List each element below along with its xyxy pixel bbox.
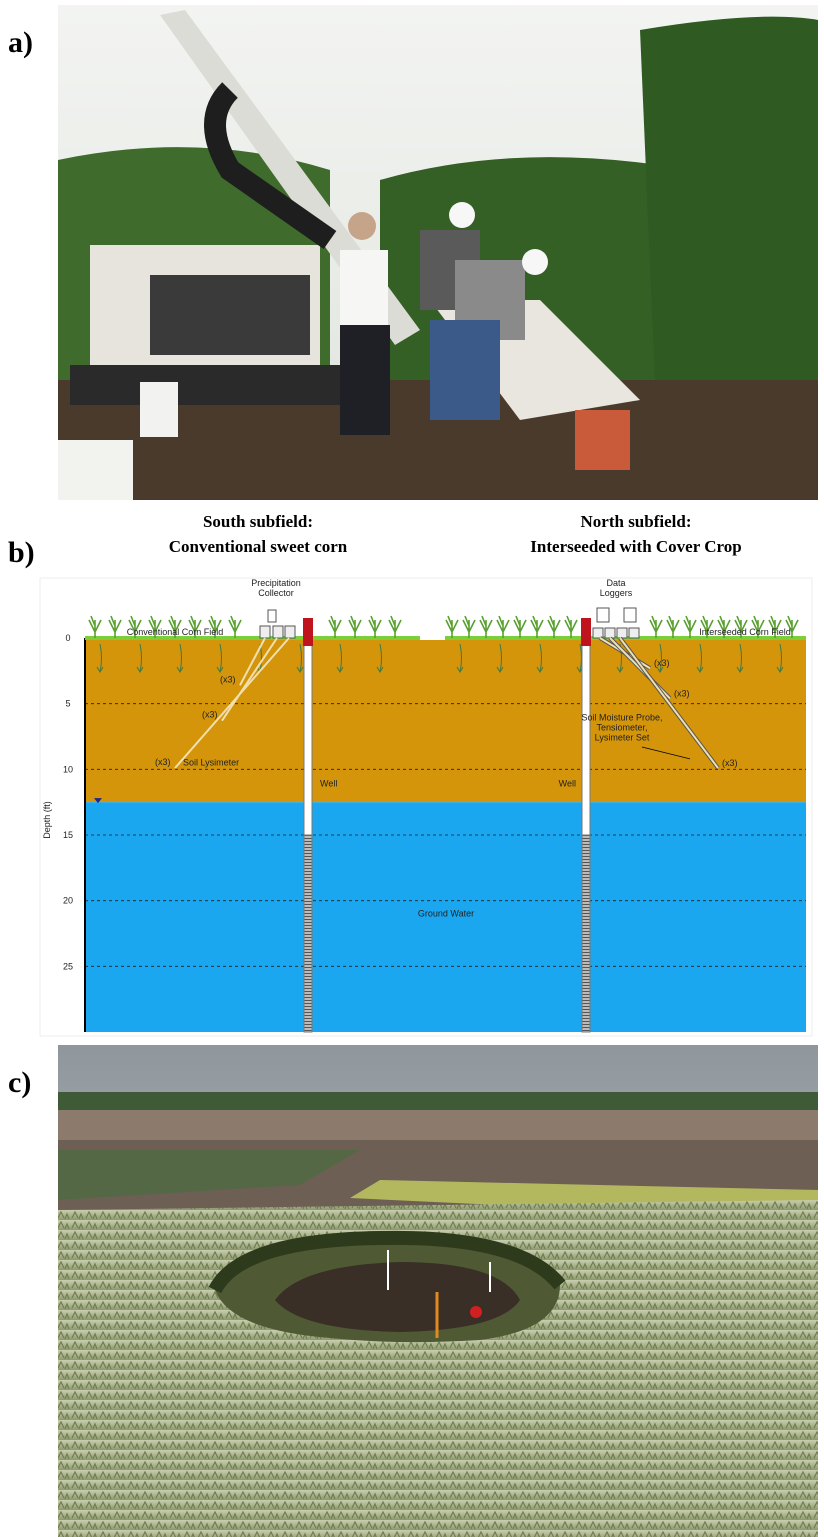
count-label: (x3): [220, 674, 236, 684]
collector-label: Precipitation: [251, 578, 301, 588]
well-cap: [303, 618, 313, 646]
photo-drilling: [58, 5, 818, 500]
field-label: Conventional Corn Field: [127, 627, 224, 637]
instrument-box: [593, 628, 603, 638]
field-label: Interseeded Corn Field: [699, 627, 791, 637]
well-casing: [304, 620, 312, 835]
instrument-box: [260, 626, 270, 638]
loggers-label: Loggers: [600, 588, 633, 598]
count-label: (x3): [674, 688, 690, 698]
figure: a) b) c) South subfield: Conventional sw…: [0, 0, 824, 1537]
groundwater-label: Ground Water: [418, 908, 474, 918]
well-label: Well: [320, 778, 337, 788]
collector: [268, 610, 276, 622]
well-cap: [581, 618, 591, 646]
well-casing: [582, 620, 590, 835]
count-label: (x3): [654, 658, 670, 668]
y-tick-label: 15: [63, 830, 73, 840]
south-title: Conventional sweet corn: [169, 537, 348, 556]
instrument-box: [273, 626, 283, 638]
panel-label: c): [8, 1066, 31, 1099]
y-tick-label: 0: [65, 633, 70, 643]
y-tick-label: 25: [63, 961, 73, 971]
count-label: (x3): [202, 710, 218, 720]
instrument-box: [617, 628, 627, 638]
diagram: 0 5 10 15 20 25 Conventional Corn Field Interse…: [40, 578, 812, 1036]
logger: [624, 608, 636, 622]
y-tick-label: 20: [63, 896, 73, 906]
logger: [597, 608, 609, 622]
instrument-box: [605, 628, 615, 638]
probe-label: Lysimeter Set: [595, 733, 650, 743]
count-label: (x3): [155, 757, 171, 767]
surface-gap: [420, 634, 445, 640]
y-axis-label: Depth (ft): [42, 801, 52, 839]
well-screen: [582, 835, 590, 1032]
y-tick-label: 10: [63, 764, 73, 774]
loggers-label: Data: [606, 578, 625, 588]
north-title: North subfield:: [581, 512, 692, 531]
panel-label: b): [8, 536, 35, 569]
soil: [85, 638, 806, 802]
south-title: South subfield:: [203, 512, 313, 531]
panel-label: a): [8, 26, 33, 59]
probe-label: Tensiometer,: [596, 723, 647, 733]
y-tick-label: 5: [65, 699, 70, 709]
instrument-box: [629, 628, 639, 638]
north-title: Interseeded with Cover Crop: [530, 537, 741, 556]
lysimeter-label: Soil Lysimeter: [183, 757, 239, 767]
well-screen: [304, 835, 312, 1032]
collector-label: Collector: [258, 588, 294, 598]
instrument-box: [285, 626, 295, 638]
count-label: (x3): [722, 758, 738, 768]
photo-aerial: [58, 1045, 818, 1537]
well-label: Well: [559, 778, 576, 788]
probe-label: Soil Moisture Probe,: [581, 713, 662, 723]
